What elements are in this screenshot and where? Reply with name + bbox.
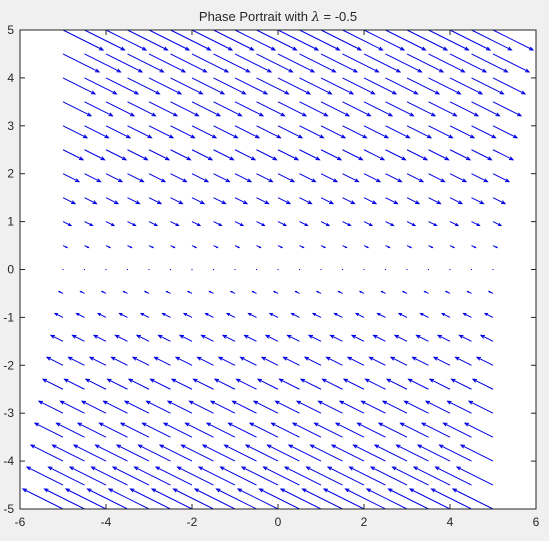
quiver-arrow: [148, 269, 149, 270]
quiver-arrow: [471, 269, 472, 270]
quiver-arrow: [127, 269, 128, 270]
x-tick-label: -6: [15, 515, 26, 529]
quiver-arrow: [320, 269, 321, 270]
x-tick-label: -4: [101, 515, 112, 529]
quiver-arrow: [449, 269, 450, 270]
y-tick-label: 3: [7, 119, 14, 133]
quiver-arrow: [385, 269, 386, 270]
x-tick-label: 0: [275, 515, 282, 529]
quiver-arrow: [191, 269, 192, 270]
quiver-arrow: [492, 269, 493, 270]
y-tick-label: -2: [3, 358, 14, 372]
quiver-arrow: [406, 269, 407, 270]
quiver-arrow: [363, 269, 364, 270]
x-tick-label: -2: [187, 515, 198, 529]
chart-title: Phase Portrait with λ = -0.5: [199, 9, 357, 25]
y-tick-label: 1: [7, 215, 14, 229]
x-tick-label: 4: [447, 515, 454, 529]
quiver-arrow: [84, 269, 85, 270]
quiver-arrow: [105, 269, 106, 270]
y-tick-label: 0: [7, 263, 14, 277]
y-tick-label: -1: [3, 310, 14, 324]
x-tick-label: 6: [533, 515, 540, 529]
quiver-arrow: [234, 269, 235, 270]
y-tick-label: 2: [7, 167, 14, 181]
quiver-arrow: [256, 269, 257, 270]
y-tick-label: 5: [7, 23, 14, 37]
y-tick-label: -5: [3, 502, 14, 516]
quiver-arrow: [213, 269, 214, 270]
quiver-arrow: [428, 269, 429, 270]
quiver-arrow: [62, 269, 63, 270]
quiver-arrow: [342, 269, 343, 270]
y-tick-label: -3: [3, 406, 14, 420]
quiver-arrow: [299, 269, 300, 270]
y-tick-label: -4: [3, 454, 14, 468]
quiver-arrow: [170, 269, 171, 270]
y-tick-label: 4: [7, 71, 14, 85]
x-tick-label: 2: [361, 515, 368, 529]
quiver-arrow: [277, 269, 278, 270]
